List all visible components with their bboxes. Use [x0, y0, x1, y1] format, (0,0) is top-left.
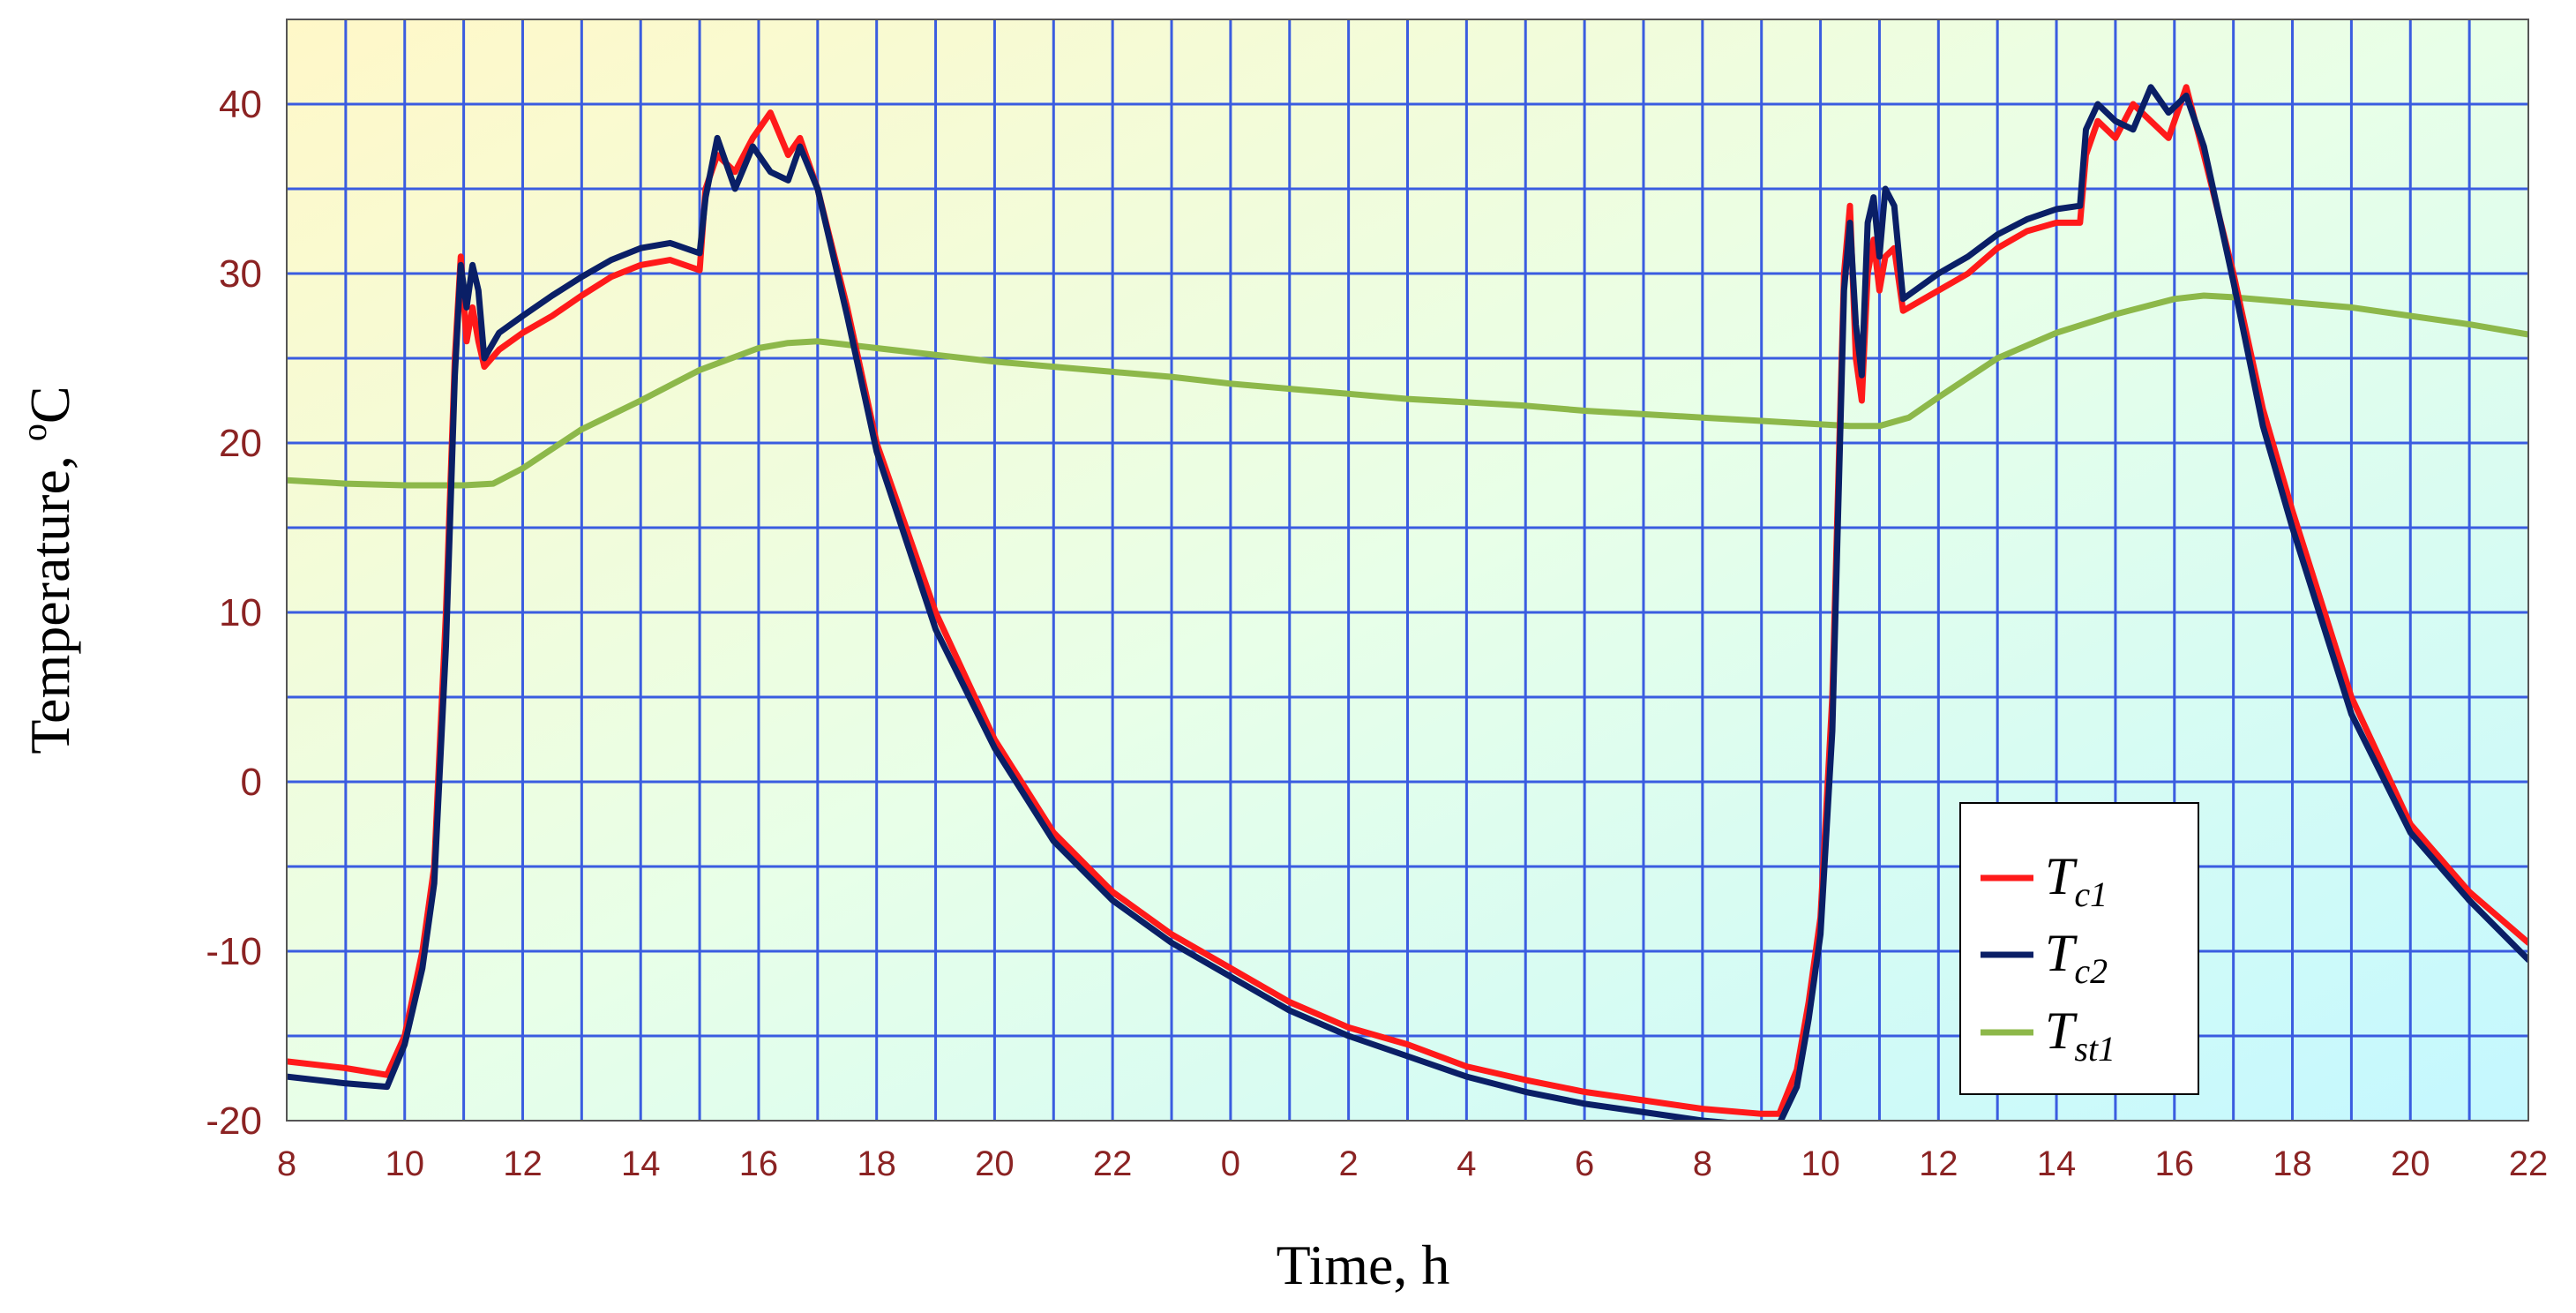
x-tick-label: 18 — [857, 1144, 896, 1183]
x-tick-label: 22 — [1093, 1144, 1133, 1183]
legend-label-tc1: Tc1 — [2045, 847, 2108, 914]
y-tick-label: 10 — [219, 591, 262, 634]
x-tick-label: 10 — [385, 1144, 424, 1183]
x-tick-label: 20 — [975, 1144, 1015, 1183]
x-tick-labels: 8 10 12 14 16 18 20 22 0 2 4 6 8 10 12 14 16 18 20 22 — [277, 1144, 2548, 1183]
x-tick-label: 2 — [1339, 1144, 1359, 1183]
x-tick-label: 16 — [739, 1144, 779, 1183]
x-tick-label: 4 — [1456, 1144, 1476, 1183]
series-group — [287, 84, 2528, 1121]
x-tick-label: 16 — [2155, 1144, 2195, 1183]
x-tick-label: 8 — [277, 1144, 296, 1183]
x-tick-label: 6 — [1575, 1144, 1594, 1183]
y-tick-label: 0 — [241, 761, 262, 804]
x-tick-label: 12 — [503, 1144, 543, 1183]
grid-lines — [287, 19, 2528, 1121]
x-tick-label: 8 — [1693, 1144, 1712, 1183]
y-axis-title: Temperature, oC — [14, 386, 81, 754]
x-tick-label: 20 — [2391, 1144, 2430, 1183]
y-tick-labels: -20 -10 0 10 20 30 40 — [206, 83, 262, 1143]
series-line-tst1 — [287, 292, 2528, 489]
series-line-tc1 — [287, 84, 2528, 1117]
x-tick-label: 10 — [1801, 1144, 1840, 1183]
x-tick-label: 12 — [1919, 1144, 1958, 1183]
x-axis-title: Time, h — [1277, 1234, 1450, 1296]
y-axis-title-main: Temperature, — [19, 441, 81, 754]
legend-label-tc2: Tc2 — [2045, 924, 2108, 991]
x-tick-label: 0 — [1221, 1144, 1240, 1183]
y-tick-label: 20 — [219, 422, 262, 465]
y-tick-label: -20 — [206, 1099, 262, 1143]
legend-box — [1959, 802, 2199, 1095]
series-line-tc2 — [287, 84, 2528, 1121]
x-tick-label: 18 — [2273, 1144, 2312, 1183]
y-axis-title-unit: C — [19, 386, 81, 424]
y-tick-label: -10 — [206, 930, 262, 973]
x-tick-label: 14 — [2037, 1144, 2077, 1183]
legend-label-tst1: Tst1 — [2045, 1002, 2115, 1069]
legend: Tc1 Tc2 Tst1 — [1959, 802, 2199, 1095]
y-tick-label: 40 — [219, 83, 262, 126]
x-tick-label: 22 — [2509, 1144, 2549, 1183]
plot-border — [286, 19, 2529, 1122]
y-tick-label: 30 — [219, 252, 262, 296]
y-axis-title-degree: o — [14, 424, 54, 441]
x-tick-label: 14 — [621, 1144, 661, 1183]
